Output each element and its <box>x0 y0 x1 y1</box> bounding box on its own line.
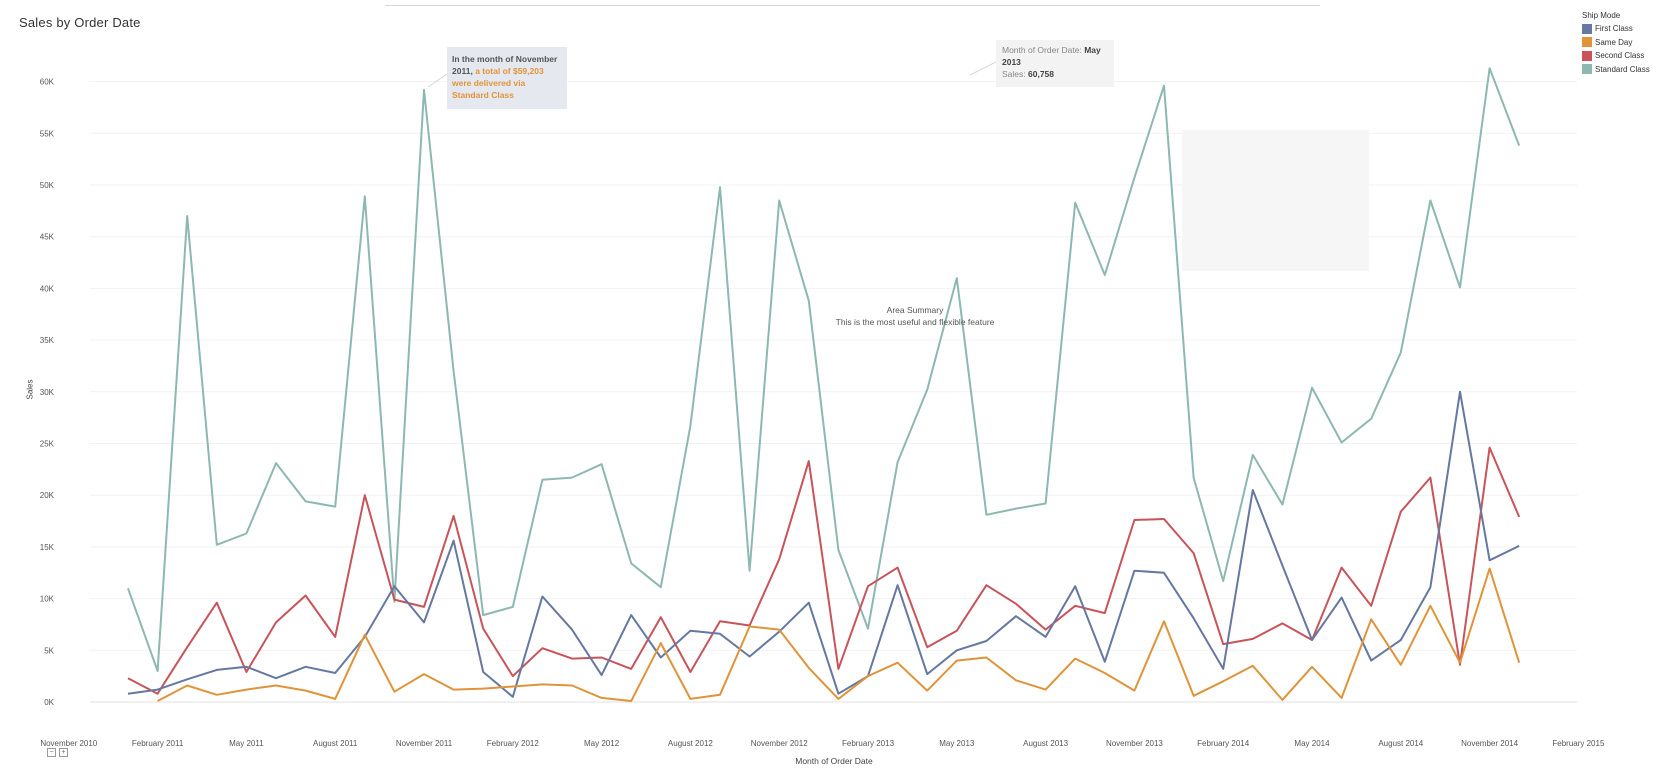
top-divider <box>385 5 1320 6</box>
legend-label: Standard Class <box>1595 64 1650 74</box>
legend-swatch <box>1582 37 1592 48</box>
legend-title: Ship Mode <box>1582 11 1621 20</box>
tooltip1-leader <box>427 73 448 88</box>
annotation-tooltip-may-2013: Month of Order Date: May 2013 Sales: 60,… <box>996 40 1114 87</box>
y-axis-label: Sales <box>25 379 35 400</box>
x-axis-ticks: November 2010 February 2011 May 2011 August… <box>40 739 1605 748</box>
area-summary-text: This is the most useful and flexible fea… <box>835 317 995 327</box>
x-tick-label: November 2012 <box>751 739 808 748</box>
series-line-standard-class[interactable] <box>127 67 1521 672</box>
legend-label: Second Class <box>1595 51 1645 61</box>
x-tick-label: February 2011 <box>132 739 184 748</box>
x-tick-label: August 2014 <box>1378 739 1423 748</box>
series-line-same-day[interactable] <box>157 567 1521 702</box>
series-line-first-class[interactable] <box>127 390 1520 698</box>
y-tick-label: 30K <box>40 388 55 397</box>
legend-item-standard-class[interactable]: Standard Class <box>1582 63 1650 77</box>
area-summary-annotation: Area Summary This is the most useful and… <box>830 304 1000 328</box>
y-tick-label: 5K <box>44 646 54 655</box>
y-tick-label: 10K <box>40 595 55 604</box>
series-lines <box>127 67 1521 702</box>
tooltip2-value1: May 2013 <box>1002 45 1101 67</box>
y-tick-label: 35K <box>40 336 55 345</box>
tooltip1-highlight: a total of $59,203 were delivered via St… <box>452 66 544 100</box>
x-tick-label: August 2013 <box>1023 739 1068 748</box>
y-tick-label: 15K <box>40 543 55 552</box>
y-tick-label: 45K <box>40 233 55 242</box>
legend-label: First Class <box>1595 24 1633 34</box>
area-summary-title: Area Summary <box>886 305 944 315</box>
tooltip1-prefix: In the month of November 2011, <box>452 54 558 76</box>
legend-item-first-class[interactable]: First Class <box>1582 22 1650 36</box>
legend-item-same-day[interactable]: Same Day <box>1582 36 1650 50</box>
annotation-area-box <box>1182 130 1369 271</box>
x-tick-label: November 2011 <box>396 739 453 748</box>
y-axis-ticks: 0K 5K 10K 15K 20K 25K 30K 35K 40K 45K 50K 55K 60K <box>40 78 55 707</box>
x-tick-label: May 2014 <box>1294 739 1330 748</box>
zoom-out-button[interactable]: − <box>47 748 56 757</box>
x-tick-label: February 2015 <box>1552 739 1605 748</box>
x-tick-label: February 2014 <box>1197 739 1250 748</box>
y-tick-label: 55K <box>40 129 55 138</box>
x-tick-label: August 2011 <box>313 739 358 748</box>
x-tick-label: May 2013 <box>939 739 975 748</box>
y-tick-label: 0K <box>44 698 54 707</box>
x-tick-label: February 2013 <box>842 739 895 748</box>
y-tick-label: 25K <box>40 440 55 449</box>
y-tick-label: 50K <box>40 181 55 190</box>
x-tick-label: November 2014 <box>1461 739 1518 748</box>
x-tick-label: February 2012 <box>487 739 540 748</box>
x-tick-label: November 2013 <box>1106 739 1163 748</box>
legend-swatch <box>1582 64 1592 75</box>
y-tick-label: 40K <box>40 284 55 293</box>
y-tick-label: 60K <box>40 78 55 87</box>
tooltip2-leader <box>969 61 997 76</box>
legend-swatch <box>1582 23 1592 34</box>
legend-swatch <box>1582 50 1592 61</box>
series-line-second-class[interactable] <box>127 446 1521 695</box>
legend-label: Same Day <box>1595 37 1633 47</box>
x-tick-label: May 2011 <box>229 739 264 748</box>
chart-title: Sales by Order Date <box>19 15 141 30</box>
zoom-in-button[interactable]: + <box>59 748 68 757</box>
x-tick-label: August 2012 <box>668 739 713 748</box>
tooltip2-value2: 60,758 <box>1028 69 1054 79</box>
x-axis-label: Month of Order Date <box>795 756 873 766</box>
annotation-tooltip-nov-2011: In the month of November 2011, a total o… <box>447 47 567 109</box>
x-tick-label: November 2010 <box>40 739 97 748</box>
x-tick-label: May 2012 <box>584 739 620 748</box>
legend-item-second-class[interactable]: Second Class <box>1582 49 1650 63</box>
tooltip2-label2: Sales: <box>1002 69 1026 79</box>
tooltip2-label1: Month of Order Date: <box>1002 45 1082 55</box>
legend: Ship Mode First Class Same Day Second Cl… <box>1582 11 1650 76</box>
y-tick-label: 20K <box>40 491 55 500</box>
